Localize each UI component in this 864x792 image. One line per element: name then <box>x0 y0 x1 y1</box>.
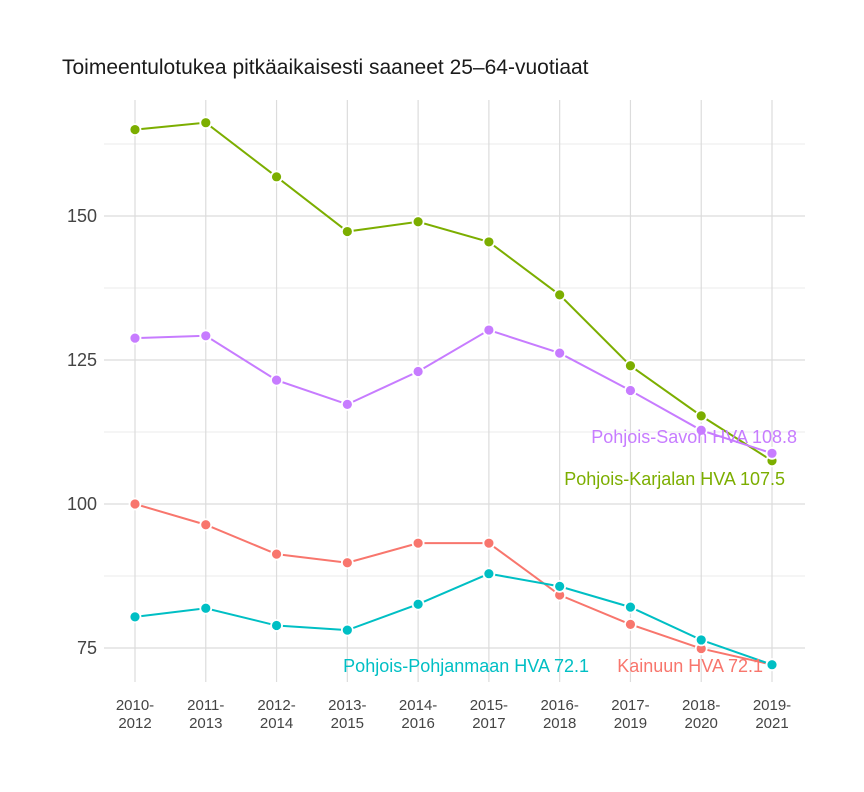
data-point <box>270 547 283 561</box>
data-point <box>411 365 425 378</box>
x-tick-label: 2010- <box>116 697 154 714</box>
x-tick-label: 2020 <box>685 715 718 732</box>
data-point <box>482 235 496 249</box>
data-point <box>482 323 496 337</box>
series-end-label: Pohjois-Karjalan HVA 107.5 <box>564 469 785 489</box>
data-point <box>270 373 283 387</box>
data-point <box>199 116 213 130</box>
data-point <box>624 617 637 631</box>
data-point <box>694 409 708 423</box>
x-tick-label: 2016- <box>540 697 578 714</box>
data-point <box>411 597 425 611</box>
series-line <box>134 121 773 462</box>
data-point <box>482 567 496 581</box>
data-point <box>765 446 779 460</box>
data-point <box>694 423 708 437</box>
x-tick-label: 2018 <box>543 715 576 732</box>
x-tick-label: 2014 <box>260 715 293 732</box>
data-point <box>199 329 213 343</box>
chart-title: Toimeentulotukea pitkäaikaisesti saaneet… <box>62 56 589 79</box>
data-point <box>270 170 283 184</box>
data-point <box>340 623 354 637</box>
x-tick-label: 2015 <box>331 715 364 732</box>
series-end-label: Pohjois-Pohjanmaan HVA 72.1 <box>343 656 589 676</box>
x-tick-label: 2019- <box>753 697 791 714</box>
series-line <box>134 572 773 666</box>
x-tick-label: 2021 <box>755 715 788 732</box>
data-point <box>765 658 779 672</box>
x-tick-label: 2013- <box>328 697 366 714</box>
data-point <box>270 619 283 632</box>
data-point <box>128 497 142 511</box>
data-point <box>624 359 637 373</box>
data-point <box>553 288 567 302</box>
data-point <box>128 610 142 624</box>
x-tick-label: 2016 <box>401 715 434 732</box>
data-point <box>340 225 354 238</box>
data-point <box>199 601 213 615</box>
x-tick-label: 2011- <box>187 697 224 714</box>
data-point <box>482 536 496 550</box>
data-point <box>624 384 637 397</box>
data-point <box>128 123 142 137</box>
series-line <box>134 503 773 666</box>
x-tick-label: 2013 <box>189 715 222 732</box>
x-tick-label: 2017- <box>611 697 649 714</box>
x-tick-label: 2012- <box>257 697 295 714</box>
data-point <box>199 518 213 532</box>
data-point <box>128 331 142 345</box>
data-point <box>624 600 637 614</box>
x-tick-label: 2015- <box>470 697 508 714</box>
y-tick-label: 125 <box>67 350 97 370</box>
series-end-label: Pohjois-Savon HVA 108.8 <box>591 427 797 447</box>
data-point <box>553 346 567 360</box>
data-point <box>340 556 354 570</box>
data-point <box>553 579 567 593</box>
x-tick-label: 2019 <box>614 715 647 732</box>
series-end-label: Kainuun HVA 72.1 <box>617 656 763 676</box>
y-tick-label: 75 <box>77 638 97 658</box>
y-tick-label: 100 <box>67 494 97 514</box>
series-line <box>134 328 773 455</box>
data-point <box>340 397 354 411</box>
x-tick-label: 2017 <box>472 715 505 732</box>
x-tick-label: 2012 <box>118 715 151 732</box>
data-point <box>411 215 425 229</box>
y-tick-label: 150 <box>67 206 97 226</box>
data-point <box>694 633 708 647</box>
data-point <box>411 536 425 550</box>
x-tick-label: 2014- <box>399 697 437 714</box>
x-tick-label: 2018- <box>682 697 720 714</box>
